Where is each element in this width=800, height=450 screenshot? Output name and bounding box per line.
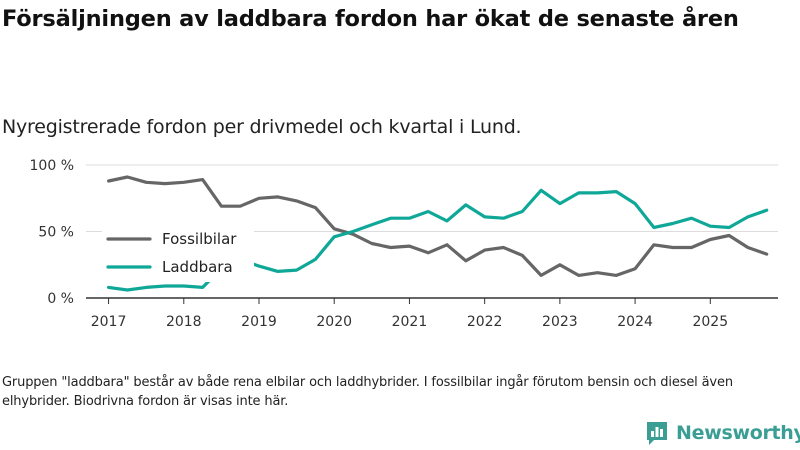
footnote: Gruppen "laddbara" består av både rena e… xyxy=(2,375,733,409)
y-tick-label: 50 % xyxy=(38,225,74,241)
chart-subtitle: Nyregistrerade fordon per drivmedel och … xyxy=(2,116,522,138)
brand-name: Newsworthy xyxy=(676,422,800,444)
series-line-fossilbilar xyxy=(106,175,769,278)
x-tick-label: 2022 xyxy=(467,314,503,330)
x-tick-label: 2018 xyxy=(166,314,202,330)
x-axis: 2017 2018 2019 2020 2021 2022 2023 2024 2025 xyxy=(86,297,778,330)
x-tick-label: 2019 xyxy=(241,314,277,330)
newsworthy-logo[interactable]: Newsworthy xyxy=(645,419,800,447)
y-tick-label: 0 % xyxy=(47,291,74,307)
legend-label: Fossilbilar xyxy=(162,230,237,248)
x-tick-label: 2021 xyxy=(392,314,428,330)
legend-label: Laddbara xyxy=(162,258,233,276)
legend-background xyxy=(102,224,254,282)
chart-title: Försäljningen av laddbara fordon har öka… xyxy=(2,6,739,32)
x-tick-label: 2017 xyxy=(91,314,127,330)
x-tick-label: 2020 xyxy=(316,314,352,330)
x-tick-label: 2024 xyxy=(617,314,653,330)
x-tick-label: 2023 xyxy=(542,314,578,330)
legend: Fossilbilar Laddbara xyxy=(102,224,254,282)
y-tick-label: 100 % xyxy=(30,158,74,174)
newsworthy-logo-icon xyxy=(647,421,667,445)
x-tick-label: 2025 xyxy=(692,314,728,330)
